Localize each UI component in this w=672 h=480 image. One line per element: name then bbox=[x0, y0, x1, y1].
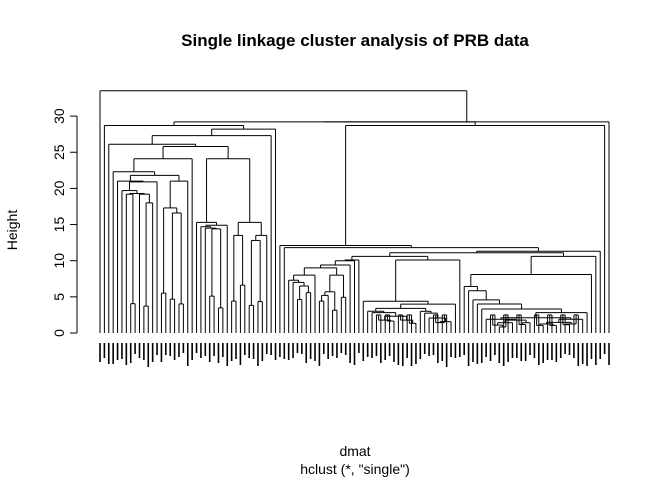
y-axis: 0 5 10 15 20 25 30 bbox=[51, 108, 78, 337]
y-tick-label: 10 bbox=[51, 253, 67, 269]
y-axis-label: Height bbox=[4, 210, 20, 251]
y-tick-label: 20 bbox=[51, 180, 67, 196]
y-tick-label: 25 bbox=[51, 144, 67, 160]
dendrogram-tree bbox=[99, 90, 610, 333]
y-tick-label: 30 bbox=[51, 108, 67, 124]
chart-title: Single linkage cluster analysis of PRB d… bbox=[181, 31, 529, 50]
y-tick-label: 5 bbox=[51, 293, 67, 301]
y-tick-label: 15 bbox=[51, 217, 67, 233]
x-axis-label: dmat bbox=[339, 443, 370, 459]
y-tick-label: 0 bbox=[51, 329, 67, 337]
leaf-labels bbox=[99, 343, 610, 367]
method-subtitle: hclust (*, "single") bbox=[300, 461, 410, 477]
